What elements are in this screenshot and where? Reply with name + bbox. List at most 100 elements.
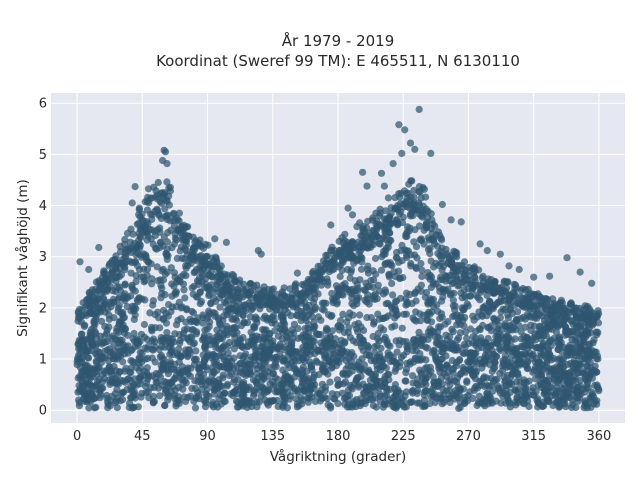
scatter-point: [416, 366, 424, 374]
scatter-point: [195, 395, 203, 403]
scatter-point: [206, 335, 214, 344]
scatter-point: [323, 395, 331, 403]
scatter-point: [443, 336, 451, 344]
scatter-point: [472, 339, 480, 347]
scatter-point: [281, 370, 289, 378]
scatter-point: [325, 268, 333, 276]
scatter-point: [395, 274, 404, 282]
scatter-point: [382, 300, 390, 308]
scatter-point: [530, 273, 538, 281]
scatter-point: [364, 367, 372, 376]
scatter-point: [223, 322, 231, 330]
scatter-point: [333, 376, 342, 384]
scatter-point: [155, 346, 163, 354]
scatter-point: [141, 344, 149, 352]
scatter-point: [232, 397, 241, 405]
scatter-point: [376, 397, 384, 406]
scatter-point: [463, 334, 471, 342]
scatter-point: [163, 160, 171, 168]
scatter-point: [230, 294, 238, 302]
scatter-point: [128, 281, 136, 289]
scatter-point: [199, 319, 207, 327]
scatter-point: [127, 383, 135, 391]
scatter-point: [403, 298, 411, 306]
scatter-point: [153, 263, 161, 271]
scatter-point: [159, 316, 168, 324]
scatter-point: [175, 358, 183, 366]
scatter-point: [73, 361, 81, 369]
scatter-point: [149, 392, 157, 401]
scatter-point: [500, 278, 508, 286]
scatter-point: [476, 240, 484, 248]
scatter-point: [338, 257, 346, 265]
scatter-point: [572, 359, 581, 367]
scatter-point: [382, 288, 390, 296]
scatter-point: [277, 311, 285, 319]
scatter-point: [415, 328, 423, 336]
scatter-point: [164, 229, 172, 237]
scatter-point: [198, 257, 206, 265]
scatter-point: [118, 325, 126, 334]
scatter-point: [149, 372, 157, 380]
scatter-point: [520, 332, 528, 340]
scatter-point: [372, 403, 380, 411]
scatter-point: [348, 211, 357, 219]
scatter-point: [263, 388, 271, 396]
scatter-point: [230, 354, 238, 362]
scatter-point: [582, 333, 590, 341]
scatter-point: [179, 385, 187, 393]
scatter-point: [85, 404, 93, 412]
scatter-point: [376, 390, 384, 398]
scatter-point: [167, 348, 175, 356]
scatter-point: [389, 357, 397, 365]
scatter-point: [380, 182, 388, 190]
scatter-point: [162, 212, 170, 221]
y-tick-label: 6: [39, 97, 47, 112]
scatter-point: [514, 308, 522, 316]
scatter-point: [135, 374, 143, 382]
scatter-point: [402, 232, 410, 241]
scatter-point: [498, 384, 506, 392]
scatter-point: [379, 234, 387, 242]
scatter-point: [326, 350, 334, 358]
scatter-point: [373, 341, 381, 350]
scatter-point: [259, 326, 267, 334]
scatter-point: [119, 358, 127, 366]
scatter-point: [134, 403, 142, 411]
scatter-point: [240, 388, 248, 396]
scatter-point: [168, 292, 176, 300]
scatter-point: [426, 299, 434, 307]
scatter-point: [513, 393, 521, 401]
scatter-point: [422, 193, 430, 201]
scatter-point: [167, 365, 175, 373]
scatter-point: [342, 284, 350, 292]
scatter-point: [196, 289, 204, 297]
scatter-point: [447, 216, 455, 224]
scatter-point: [281, 326, 289, 334]
scatter-point: [394, 395, 402, 404]
scatter-point: [314, 262, 322, 270]
scatter-point: [496, 314, 504, 322]
scatter-point: [454, 346, 462, 354]
scatter-point: [509, 289, 517, 297]
scatter-point: [332, 282, 341, 290]
scatter-point: [557, 361, 565, 369]
scatter-point: [306, 336, 314, 344]
scatter-point: [372, 380, 380, 388]
scatter-point: [533, 360, 542, 368]
scatter-point: [376, 205, 384, 213]
scatter-point: [418, 272, 426, 280]
scatter-point: [381, 372, 389, 381]
scatter-point: [195, 240, 203, 248]
scatter-point: [168, 244, 176, 252]
scatter-point: [185, 232, 193, 240]
scatter-point: [483, 381, 491, 389]
scatter-point: [560, 343, 568, 351]
scatter-point: [97, 391, 105, 399]
scatter-point: [98, 355, 106, 363]
scatter-point: [307, 347, 315, 355]
scatter-point: [212, 285, 220, 293]
scatter-point: [153, 245, 161, 253]
scatter-point: [435, 323, 443, 331]
scatter-point: [162, 249, 170, 258]
